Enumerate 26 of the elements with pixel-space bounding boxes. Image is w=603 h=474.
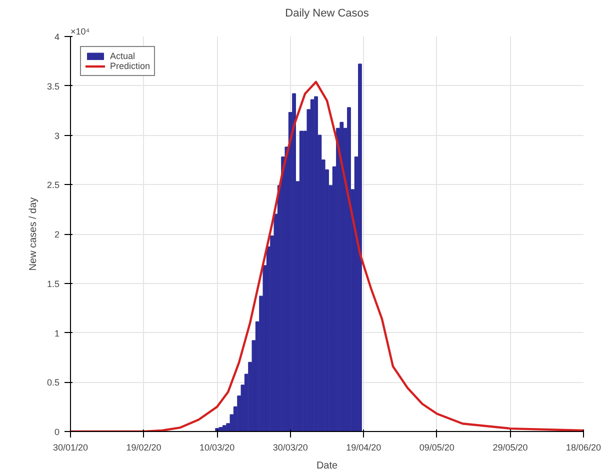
annotation: ×10⁴ [70, 26, 90, 36]
x-tick-label: 29/05/20 [492, 442, 528, 452]
y-tick-label: 2 [54, 230, 60, 240]
legend-label: Actual [110, 51, 136, 61]
y-tick-label: 1.5 [46, 278, 60, 289]
x-tick-label: 10/03/20 [200, 442, 235, 452]
x-tick-label: 19/04/20 [346, 442, 382, 452]
y-axis-title: New cases / day [28, 197, 39, 271]
y-tick-label: 4 [54, 32, 60, 42]
y-tick-label: 3 [54, 130, 60, 141]
x-axis-title: Date [316, 460, 338, 472]
bar [340, 122, 344, 432]
x-tick-label: 18/06/20 [566, 442, 602, 452]
y-tick-label: 3.5 [46, 81, 60, 92]
x-tick-label: 30/03/20 [272, 442, 308, 452]
y-tick-label: 2.5 [46, 180, 60, 190]
y-tick-label: 0.5 [46, 378, 60, 388]
chart-title: Daily New Casos [285, 8, 370, 20]
y-tick-label: 1 [54, 328, 60, 338]
x-tick-label: 30/01/20 [52, 442, 88, 452]
bar [358, 64, 362, 432]
x-tick-label: 09/05/20 [419, 442, 454, 452]
bar [292, 93, 296, 432]
x-tick-label: 19/02/20 [126, 442, 162, 452]
legend-label: Prediction [110, 61, 150, 71]
y-tick-label: 0 [54, 427, 60, 437]
